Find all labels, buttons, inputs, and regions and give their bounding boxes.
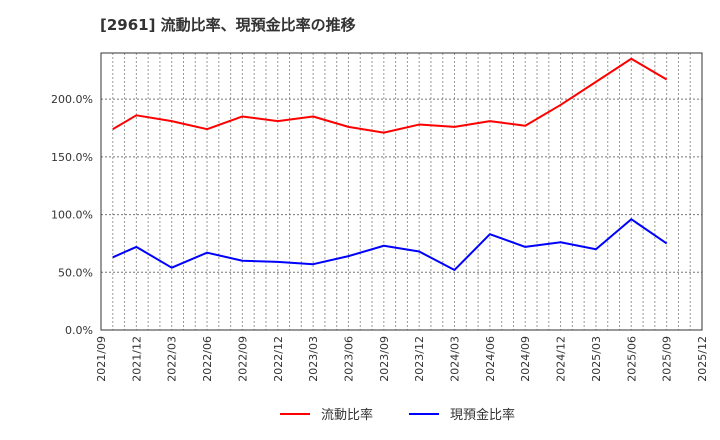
x-tick-label: 2023/06 [342, 336, 355, 382]
x-tick-label: 2025/03 [590, 336, 603, 382]
x-tick-label: 2022/03 [166, 336, 179, 382]
x-tick-label: 2021/12 [130, 336, 143, 382]
x-tick-label: 2024/06 [484, 336, 497, 382]
y-tick-label: 50.0% [58, 266, 93, 279]
x-tick-label: 2022/06 [201, 336, 214, 382]
x-tick-label: 2023/12 [413, 336, 426, 382]
legend-label: 現預金比率 [450, 407, 515, 423]
x-tick-label: 2023/03 [307, 336, 320, 382]
series-line-1 [112, 57, 668, 134]
x-tick-label: 2025/06 [625, 336, 638, 382]
x-tick-label: 2022/09 [236, 336, 249, 382]
x-tick-label: 2021/09 [95, 336, 108, 382]
legend-label: 流動比率 [321, 407, 373, 423]
x-tick-label: 2025/09 [661, 336, 674, 382]
x-tick-label: 2024/12 [555, 336, 568, 382]
y-tick-label: 150.0% [51, 151, 93, 164]
x-tick-label: 2022/12 [272, 336, 285, 382]
y-tick-label: 100.0% [51, 209, 93, 222]
x-tick-label: 2024/09 [519, 336, 532, 382]
series-line-2 [112, 218, 668, 271]
x-tick-label: 2023/09 [378, 336, 391, 382]
chart-title: [2961] 流動比率、現預金比率の推移 [100, 16, 356, 34]
plot-frame [100, 52, 703, 331]
x-tick-label: 2025/12 [696, 336, 709, 382]
x-tick-label: 2024/03 [449, 336, 462, 382]
y-tick-label: 200.0% [51, 93, 93, 106]
y-tick-label: 0.0% [65, 324, 93, 337]
